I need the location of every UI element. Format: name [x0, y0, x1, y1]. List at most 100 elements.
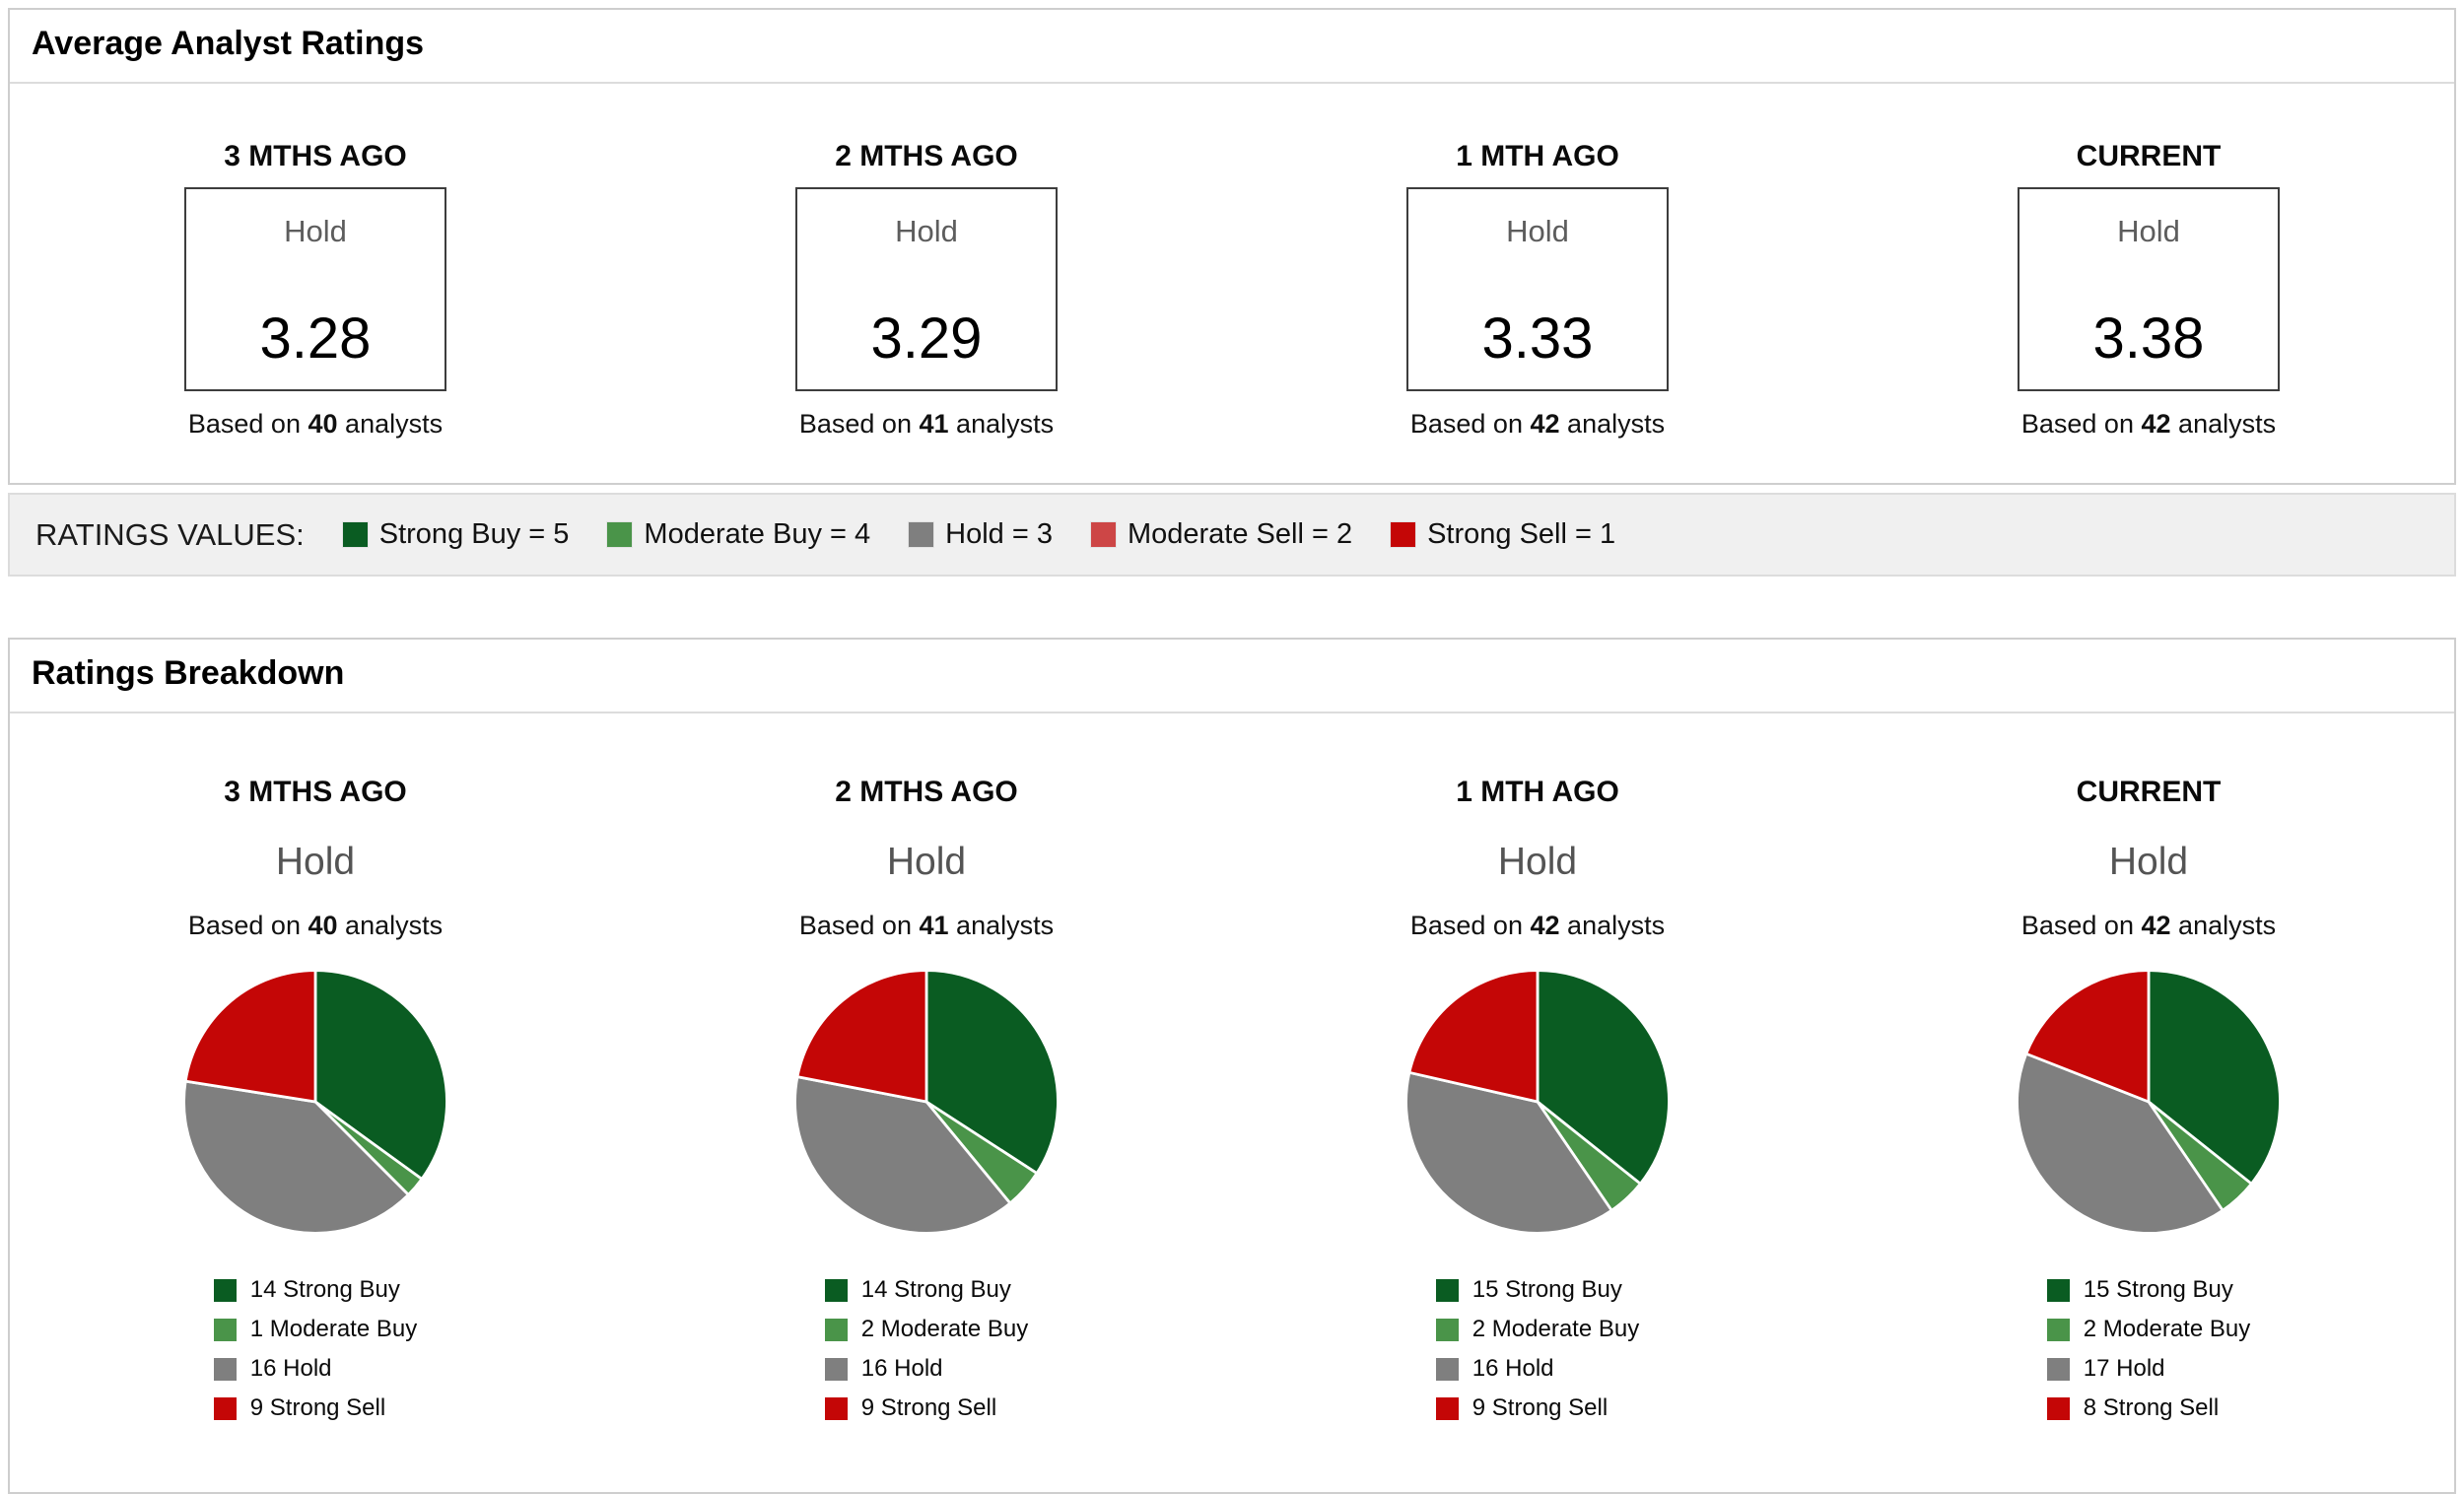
- pie-chart-1mth: [1401, 965, 1675, 1239]
- rating-label: Hold: [275, 841, 356, 884]
- pie-slice-strong-sell: [2024, 969, 2151, 1104]
- analyst-count: 40: [308, 408, 338, 439]
- period-label: CURRENT: [2076, 139, 2222, 172]
- legend-row-label: 9 Strong Sell: [860, 1393, 997, 1421]
- legend-item-label: Hold = 3: [945, 518, 1053, 551]
- legend-item-hold: Hold = 3: [908, 517, 1053, 552]
- legend-row-label: 16 Hold: [249, 1354, 332, 1382]
- panel-title: Ratings Breakdown: [10, 640, 2454, 714]
- ratings-values-bar: RATINGS VALUES: Strong Buy = 5 Moderate …: [8, 493, 2456, 577]
- pie-slice-hold: [1404, 1071, 1613, 1236]
- rating-label: Hold: [1506, 213, 1569, 248]
- strong-sell-swatch-icon: [1435, 1396, 1459, 1420]
- strong-sell-swatch-icon: [213, 1396, 237, 1420]
- legend-item-label: Strong Buy = 5: [378, 518, 570, 551]
- legend-row-hold: 17 Hold: [2046, 1354, 2250, 1384]
- analyst-count: 42: [2141, 910, 2171, 940]
- rating-label: Hold: [2117, 213, 2180, 248]
- based-on-text: Based on 41 analysts: [799, 408, 1054, 440]
- based-on-suffix: analysts: [345, 408, 444, 439]
- strong-buy-swatch-icon: [341, 521, 369, 549]
- legend-row-moderate-buy: 2 Moderate Buy: [1435, 1316, 1640, 1344]
- legend-item-label: Moderate Buy = 4: [644, 518, 871, 551]
- period-label: CURRENT: [2076, 776, 2222, 809]
- ratings-values-label: RATINGS VALUES:: [35, 517, 305, 553]
- strong-buy-swatch-icon: [1435, 1279, 1459, 1303]
- hold-swatch-icon: [1435, 1357, 1459, 1381]
- legend-row-strong-buy: 15 Strong Buy: [2046, 1276, 2250, 1305]
- based-on-suffix: analysts: [956, 910, 1055, 940]
- legend-item-strong-sell: Strong Sell = 1: [1390, 517, 1615, 552]
- pie-chart-3mths: [178, 965, 452, 1239]
- moderate-sell-swatch-icon: [1089, 521, 1117, 549]
- legend-row-label: 8 Strong Sell: [2083, 1393, 2220, 1421]
- pie-legend: 14 Strong Buy 2 Moderate Buy 16 Hold 9 S…: [824, 1276, 1028, 1423]
- ratings-breakdown-panel: Ratings Breakdown 3 MTHS AGO Hold Based …: [8, 638, 2456, 1494]
- breakdown-column-current: CURRENT Hold Based on 42 analysts 15 Str…: [1843, 775, 2454, 1422]
- average-column-1mth: 1 MTH AGO Hold 3.33 Based on 42 analysts: [1232, 139, 1843, 440]
- breakdown-row: 3 MTHS AGO Hold Based on 40 analysts 14 …: [10, 713, 2454, 1491]
- strong-buy-swatch-icon: [2046, 1279, 2070, 1303]
- legend-item-moderate-sell: Moderate Sell = 2: [1089, 517, 1353, 552]
- pie-slice-hold: [182, 1080, 410, 1236]
- based-on-prefix: Based on: [2020, 910, 2134, 940]
- moderate-buy-swatch-icon: [824, 1319, 848, 1342]
- based-on-prefix: Based on: [798, 408, 912, 439]
- legend-row-label: 14 Strong Buy: [249, 1276, 400, 1304]
- legend-row-strong-sell: 8 Strong Sell: [2046, 1393, 2250, 1423]
- average-column-current: CURRENT Hold 3.38 Based on 42 analysts: [1843, 139, 2454, 440]
- legend-row-label: 16 Hold: [1472, 1354, 1554, 1382]
- analyst-count: 42: [1530, 910, 1560, 940]
- pie-slice-strong-buy: [1536, 969, 1671, 1186]
- pie-legend: 15 Strong Buy 2 Moderate Buy 16 Hold 9 S…: [1435, 1276, 1640, 1422]
- based-on-prefix: Based on: [2020, 408, 2134, 439]
- pie-chart-current: [2012, 965, 2286, 1239]
- legend-row-label: 15 Strong Buy: [2083, 1276, 2233, 1304]
- period-label: 3 MTHS AGO: [224, 139, 407, 172]
- rating-label: Hold: [284, 213, 347, 248]
- period-label: 3 MTHS AGO: [224, 776, 407, 809]
- rating-label: Hold: [886, 841, 967, 884]
- rating-label: Hold: [895, 213, 958, 248]
- pie-slice-hold: [793, 1075, 1012, 1236]
- based-on-text: Based on 42 analysts: [1410, 408, 1665, 440]
- hold-swatch-icon: [213, 1357, 237, 1381]
- panel-title: Average Analyst Ratings: [10, 10, 2454, 84]
- based-on-prefix: Based on: [1409, 408, 1523, 439]
- based-on-prefix: Based on: [798, 910, 912, 940]
- legend-row-hold: 16 Hold: [213, 1354, 417, 1384]
- average-column-3mths: 3 MTHS AGO Hold 3.28 Based on 40 analyst…: [10, 139, 621, 440]
- moderate-buy-swatch-icon: [213, 1319, 237, 1342]
- rating-label: Hold: [2108, 841, 2189, 884]
- legend-row-strong-buy: 14 Strong Buy: [824, 1276, 1028, 1305]
- legend-item-label: Moderate Sell = 2: [1127, 518, 1353, 551]
- legend-row-label: 15 Strong Buy: [1472, 1276, 1622, 1304]
- moderate-buy-swatch-icon: [606, 521, 634, 549]
- pie-slice-hold: [2016, 1053, 2224, 1236]
- rating-label: Hold: [1497, 841, 1578, 884]
- hold-swatch-icon: [824, 1357, 848, 1381]
- legend-row-label: 17 Hold: [2083, 1354, 2165, 1382]
- legend-row-strong-buy: 15 Strong Buy: [1435, 1276, 1639, 1305]
- legend-row-label: 1 Moderate Buy: [249, 1316, 418, 1343]
- legend-row-strong-sell: 9 Strong Sell: [824, 1393, 1028, 1423]
- based-on-suffix: analysts: [1567, 910, 1666, 940]
- legend-row-label: 2 Moderate Buy: [1472, 1316, 1640, 1343]
- analyst-count: 42: [2141, 408, 2171, 439]
- legend-row-label: 9 Strong Sell: [1472, 1393, 1608, 1421]
- legend-item-strong-buy: Strong Buy = 5: [341, 517, 570, 552]
- analyst-count: 40: [308, 910, 338, 940]
- period-label: 2 MTHS AGO: [835, 776, 1018, 809]
- legend-row-hold: 16 Hold: [824, 1355, 1028, 1384]
- strong-buy-swatch-icon: [213, 1279, 237, 1303]
- moderate-buy-swatch-icon: [2046, 1319, 2070, 1342]
- average-score: 3.33: [1481, 306, 1594, 372]
- strong-buy-swatch-icon: [824, 1279, 848, 1303]
- based-on-suffix: analysts: [2178, 910, 2277, 940]
- legend-row-hold: 16 Hold: [1435, 1354, 1639, 1384]
- based-on-prefix: Based on: [187, 910, 301, 940]
- breakdown-column-1mth: 1 MTH AGO Hold Based on 42 analysts 15 S…: [1232, 775, 1843, 1422]
- strong-sell-swatch-icon: [824, 1396, 848, 1420]
- pie-slice-strong-buy: [313, 969, 448, 1182]
- based-on-suffix: analysts: [956, 408, 1055, 439]
